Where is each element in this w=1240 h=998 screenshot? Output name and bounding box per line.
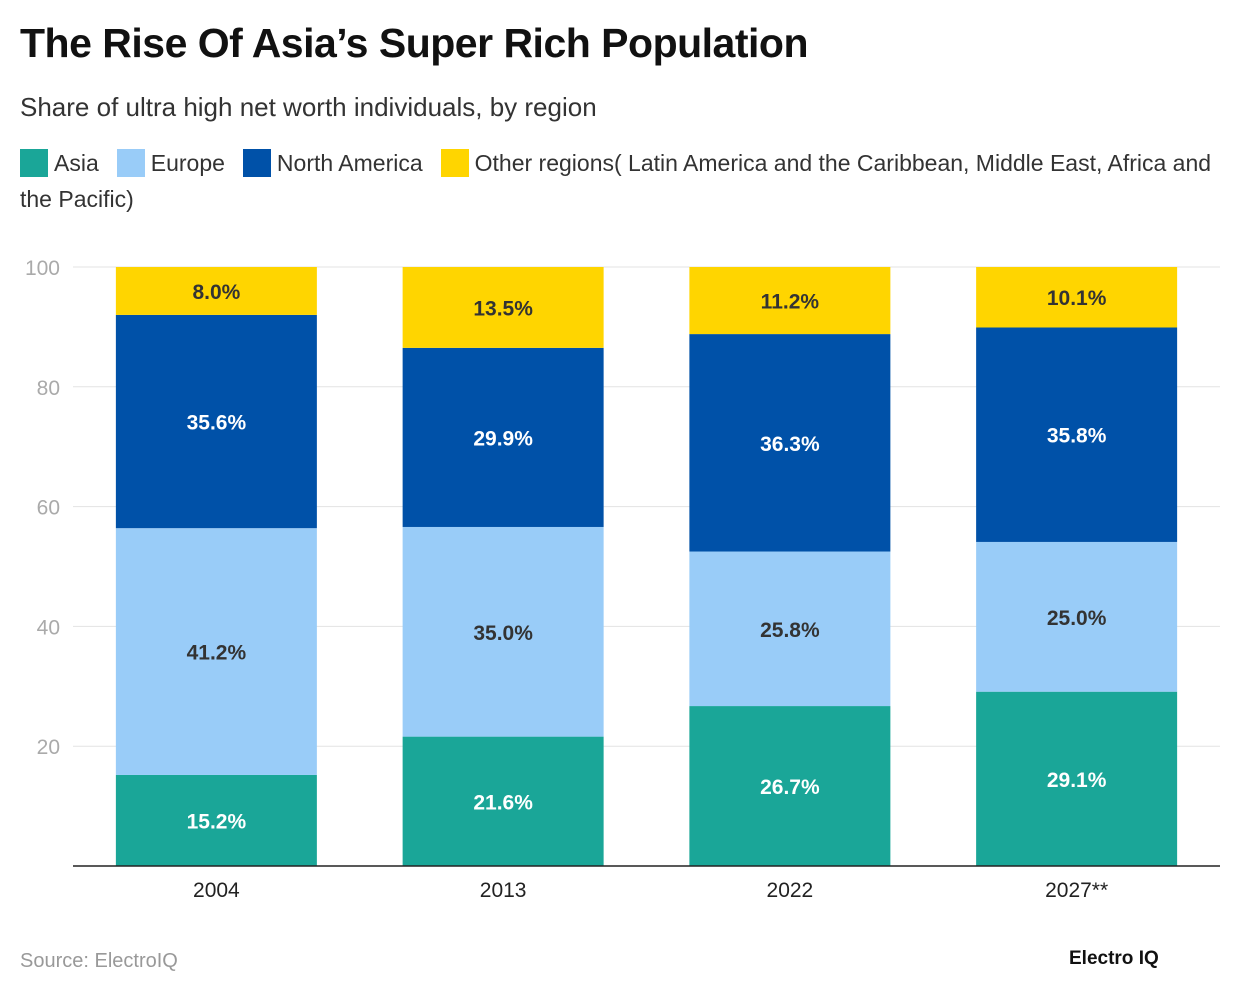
bar-segment <box>689 551 891 707</box>
legend-label: North America <box>276 150 423 176</box>
data-label: 25.8% <box>760 619 820 642</box>
y-tick-label: 40 <box>37 616 60 639</box>
legend-label: Europe <box>150 150 225 176</box>
bar-segment <box>402 526 604 737</box>
bar-segment <box>689 334 891 552</box>
legend-swatch <box>20 149 48 177</box>
data-label: 29.9% <box>473 427 533 450</box>
data-label: 21.6% <box>473 791 533 814</box>
legend-swatch <box>242 149 271 177</box>
legend-swatch <box>440 149 469 177</box>
legend-label: Asia <box>54 150 99 176</box>
source-note: Source: ElectroIQ <box>20 950 178 972</box>
x-tick-label: 2004 <box>193 879 240 902</box>
bar-segment <box>402 267 604 348</box>
legend-swatch <box>116 149 145 177</box>
bar-segment <box>115 774 317 866</box>
bar-segment <box>689 706 891 866</box>
legend-item: Asia <box>20 149 99 177</box>
y-tick-label: 80 <box>37 377 60 400</box>
data-label: 35.8% <box>1047 425 1107 448</box>
bar-segment <box>976 327 1178 542</box>
chart-title: The Rise Of Asia’s Super Rich Population <box>20 20 809 66</box>
data-label: 10.1% <box>1047 287 1107 310</box>
data-label: 13.5% <box>473 297 533 320</box>
data-label: 41.2% <box>187 642 247 665</box>
legend-item: Europe <box>116 149 225 177</box>
x-tick-label: 2013 <box>480 879 527 902</box>
y-tick-label: 20 <box>37 736 60 759</box>
y-tick-label: 60 <box>37 497 60 520</box>
data-label: 15.2% <box>187 810 247 833</box>
data-label: 35.6% <box>187 412 247 435</box>
bar-segment <box>115 267 317 315</box>
data-label: 35.0% <box>473 622 533 645</box>
bar-segment <box>689 267 891 335</box>
bar-segment <box>976 691 1178 866</box>
y-tick-label: 100 <box>25 257 60 280</box>
electroiq-logo: Electro IQ <box>1069 948 1159 969</box>
bar-segment <box>115 528 317 775</box>
legend-item: Other regions( Latin America and the Car… <box>20 149 1212 212</box>
legend: Asia Europe North America Other regions( La… <box>20 145 1220 217</box>
bar-segment <box>402 347 604 527</box>
x-tick-label: 2022 <box>767 879 814 902</box>
chart-subtitle: Share of ultra high net worth individual… <box>20 92 597 122</box>
data-label: 29.1% <box>1047 769 1107 792</box>
legend-label: Other regions( Latin America and the Car… <box>20 150 1212 212</box>
data-label: 26.7% <box>760 776 820 799</box>
data-label: 25.0% <box>1047 607 1107 630</box>
x-tick-label: 2027** <box>1045 879 1108 902</box>
data-label: 36.3% <box>760 433 820 456</box>
legend-item: North America <box>242 149 423 177</box>
bar-segment <box>402 736 604 866</box>
data-label: 11.2% <box>761 291 820 314</box>
bar-segment <box>115 314 317 529</box>
bar-segment <box>976 541 1178 692</box>
bar-segment <box>976 267 1178 328</box>
data-label: 8.0% <box>192 281 240 304</box>
